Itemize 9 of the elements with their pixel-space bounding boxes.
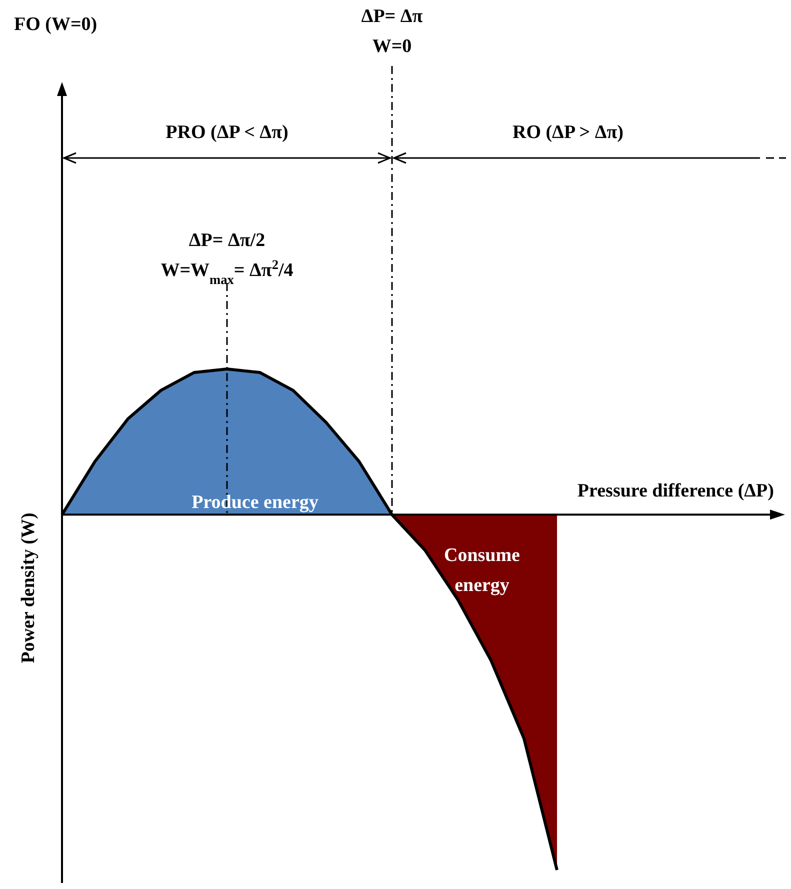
text: PRO (ΔP < Δπ) [166,122,288,143]
annotation: Produce energy [192,492,319,513]
text: FO (W=0) [14,14,98,35]
y-axis-title: Power density (W) [18,512,39,664]
text: RO (ΔP > Δπ) [512,122,624,143]
text: ΔP= Δπ W=0 [361,6,424,57]
x-axis-title: Pressure difference (ΔP) [577,480,774,502]
annotation: Consume energy [444,545,520,596]
text: ΔP= Δπ/2 W=W$_{max}$= Δπ$^{2}$/4 [160,230,294,286]
